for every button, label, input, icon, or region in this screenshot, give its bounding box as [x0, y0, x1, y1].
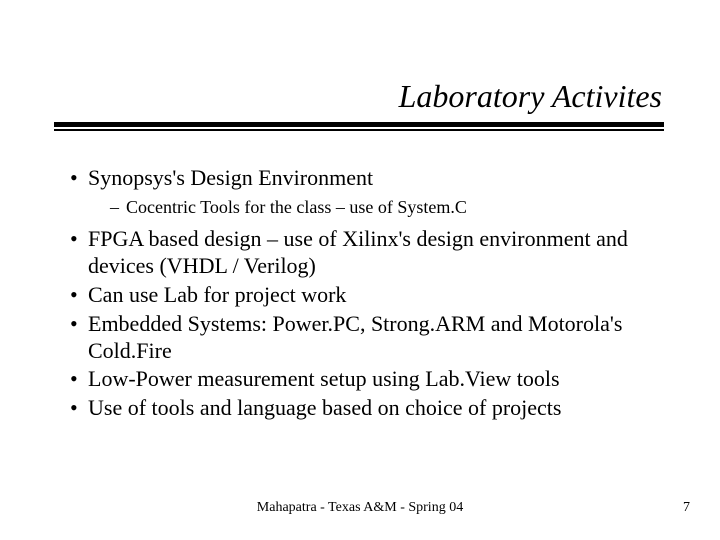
bullet-text: Low-Power measurement setup using Lab.Vi…: [88, 366, 560, 391]
rule-thin: [54, 129, 664, 131]
list-item: Low-Power measurement setup using Lab.Vi…: [70, 366, 660, 393]
list-item: Synopsys's Design Environment Cocentric …: [70, 165, 660, 218]
bullet-text: Embedded Systems: Power.PC, Strong.ARM a…: [88, 311, 622, 363]
list-item: Use of tools and language based on choic…: [70, 395, 660, 422]
slide-title: Laboratory Activites: [399, 78, 662, 115]
footer-text: Mahapatra - Texas A&M - Spring 04: [0, 500, 720, 516]
list-item: Can use Lab for project work: [70, 282, 660, 309]
page-number: 7: [683, 500, 690, 516]
list-item: Embedded Systems: Power.PC, Strong.ARM a…: [70, 311, 660, 365]
slide: Laboratory Activites Synopsys's Design E…: [0, 0, 720, 540]
sub-bullet-text: Cocentric Tools for the class – use of S…: [126, 197, 467, 217]
bullet-text: FPGA based design – use of Xilinx's desi…: [88, 226, 628, 278]
list-item: Cocentric Tools for the class – use of S…: [110, 196, 660, 219]
list-item: FPGA based design – use of Xilinx's desi…: [70, 226, 660, 280]
bullet-list: Synopsys's Design Environment Cocentric …: [70, 165, 660, 422]
bullet-text: Can use Lab for project work: [88, 282, 346, 307]
bullet-text: Synopsys's Design Environment: [88, 165, 373, 190]
slide-body: Synopsys's Design Environment Cocentric …: [70, 165, 660, 424]
sub-bullet-list: Cocentric Tools for the class – use of S…: [110, 196, 660, 219]
bullet-text: Use of tools and language based on choic…: [88, 395, 561, 420]
rule-thick: [54, 122, 664, 127]
title-rule: [54, 122, 664, 131]
